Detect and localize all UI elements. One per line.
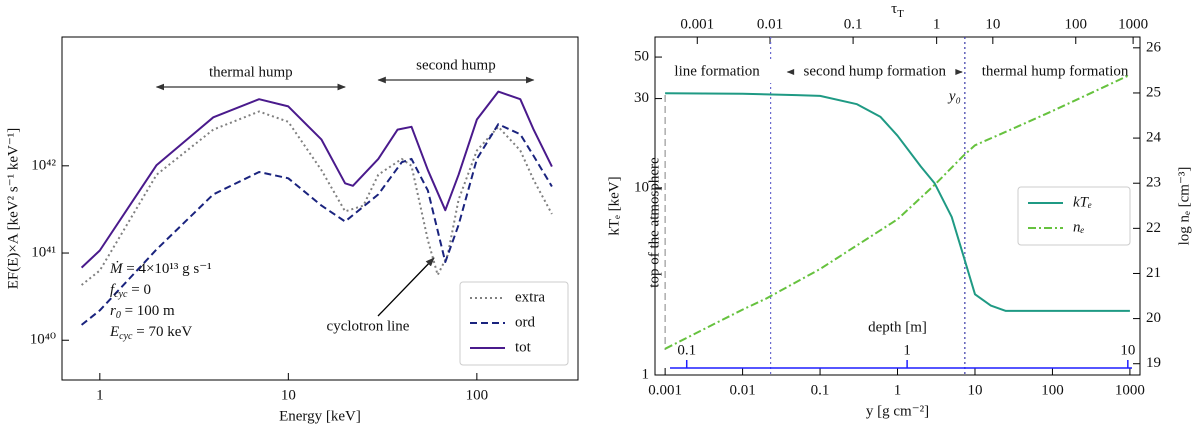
y-tick-label: 30 bbox=[634, 90, 649, 106]
depth-axis-label: depth [m] bbox=[868, 319, 927, 335]
x-tick-label: 10 bbox=[281, 387, 296, 403]
vline-label: top of the atmosphere bbox=[647, 157, 663, 288]
x2-axis-label-sub: T bbox=[897, 8, 904, 20]
region-label: thermal hump bbox=[209, 64, 293, 80]
legend-box bbox=[1017, 186, 1131, 246]
region-label: second hump formation bbox=[804, 63, 947, 79]
y2-axis-label: log nₑ [cm⁻³] bbox=[1176, 167, 1192, 246]
series-line bbox=[80, 123, 553, 326]
y-tick-label: 10 bbox=[634, 179, 649, 195]
legend-label: nₑ bbox=[1073, 219, 1085, 235]
parameter: fcyc = 0 bbox=[110, 282, 151, 300]
y-tick-label: 10⁴¹ bbox=[31, 244, 56, 260]
x2-tick-label: 1 bbox=[933, 16, 941, 32]
x-tick-label: 0.1 bbox=[811, 382, 830, 398]
x-tick-label: 0.001 bbox=[648, 382, 682, 398]
parameter-rest: = 0 bbox=[128, 282, 151, 298]
x-tick-label: 1 bbox=[894, 382, 902, 398]
x2-axis-label-main: τ bbox=[891, 1, 897, 17]
region-label: thermal hump formation bbox=[982, 63, 1129, 79]
y2-tick-label: 26 bbox=[1146, 39, 1162, 55]
x2-tick-label: 0.01 bbox=[757, 16, 783, 32]
series-line bbox=[665, 92, 1130, 312]
region-label-bg bbox=[794, 61, 956, 83]
parameter: r0 = 100 m bbox=[110, 303, 175, 321]
legend-label: extra bbox=[515, 289, 545, 305]
region-label-bg bbox=[661, 61, 773, 83]
x-tick-label: 10 bbox=[967, 382, 982, 398]
x-axis-label: y [g cm⁻²] bbox=[866, 403, 929, 419]
x-tick-label: 100 bbox=[1041, 382, 1064, 398]
region-label: line formation bbox=[674, 63, 760, 79]
y-tick-label: 10⁴⁰ bbox=[30, 332, 56, 348]
legend-label: kTₑ bbox=[1073, 194, 1092, 210]
x2-tick-label: 0.1 bbox=[844, 16, 863, 32]
parameter-sub: cyc bbox=[119, 331, 133, 342]
parameter-symbol: Ṁ bbox=[109, 261, 124, 277]
series-line bbox=[80, 90, 553, 269]
x-tick-label: 0.01 bbox=[729, 382, 755, 398]
parameter: Ecyc = 70 keV bbox=[109, 324, 192, 342]
depth-tick-label: 0.1 bbox=[677, 342, 696, 358]
plot-frame bbox=[61, 36, 579, 381]
y2-tick-label: 24 bbox=[1146, 130, 1162, 146]
parameter-symbol: f bbox=[110, 282, 116, 298]
x2-tick-label: 0.001 bbox=[680, 16, 714, 32]
x-tick-label: 1 bbox=[96, 387, 104, 403]
y-tick-label: 50 bbox=[634, 49, 649, 65]
x-axis-label: Energy [keV] bbox=[279, 408, 361, 424]
x2-tick-label: 100 bbox=[1065, 16, 1088, 32]
legend-label: ord bbox=[515, 314, 535, 330]
series-line bbox=[664, 73, 1131, 350]
x-tick-label: 100 bbox=[466, 387, 489, 403]
region-label-bg bbox=[970, 61, 1140, 83]
parameter-rest: = 4×10¹³ g s⁻¹ bbox=[123, 261, 212, 277]
vline-label: y₀ bbox=[947, 88, 961, 104]
region-label: second hump bbox=[416, 57, 496, 73]
parameter-rest: = 100 m bbox=[121, 303, 175, 319]
y-axis-label: EF(E)×A [keV² s⁻¹ keV⁻¹] bbox=[5, 128, 21, 290]
annotation: cyclotron line bbox=[327, 318, 410, 334]
parameter-symbol: E bbox=[109, 324, 119, 340]
legend-box bbox=[459, 281, 569, 366]
depth-tick-label: 1 bbox=[903, 342, 911, 358]
y-tick-label: 1 bbox=[642, 366, 650, 382]
x2-axis-label: τT bbox=[891, 1, 904, 19]
parameter-symbol: r bbox=[110, 303, 116, 319]
x-tick-label: 1000 bbox=[1115, 382, 1145, 398]
x2-tick-label: 10 bbox=[985, 16, 1000, 32]
parameter-sub: cyc bbox=[114, 289, 128, 300]
x2-tick-label: 1000 bbox=[1118, 16, 1148, 32]
depth-tick-label: 10 bbox=[1120, 342, 1135, 358]
legend-label: tot bbox=[515, 339, 532, 355]
y2-tick-label: 20 bbox=[1146, 310, 1161, 326]
parameter-sub: 0 bbox=[116, 310, 121, 321]
y2-tick-label: 21 bbox=[1146, 265, 1161, 281]
y2-tick-label: 25 bbox=[1146, 84, 1161, 100]
y2-tick-label: 22 bbox=[1146, 220, 1161, 236]
y2-tick-label: 23 bbox=[1146, 175, 1161, 191]
y2-tick-label: 19 bbox=[1146, 355, 1161, 371]
series-line bbox=[80, 110, 553, 286]
annotation-arrow bbox=[377, 257, 435, 317]
parameter-rest: = 70 keV bbox=[133, 324, 193, 340]
y-tick-label: 10⁴² bbox=[31, 157, 56, 173]
parameter: Ṁ = 4×10¹³ g s⁻¹ bbox=[109, 261, 212, 277]
y-axis-label: kTₑ [keV] bbox=[606, 176, 622, 235]
